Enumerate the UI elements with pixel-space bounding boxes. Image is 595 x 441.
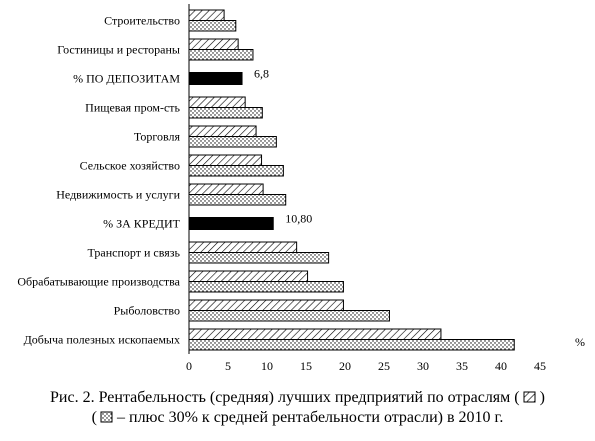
bar-hatch [188,9,225,21]
category-label: Сельское хозяйство [80,159,180,173]
category-label: Обрабатывающие производства [17,275,180,289]
bar-dots [188,252,330,264]
caption-text-2: – плюс 30% к средней рентабельности отра… [117,409,504,426]
category-labels: Строительство Гостиницы и рестораны % ПО Д… [17,14,180,347]
bar-hatch [188,270,309,282]
bar-hatch [188,96,246,108]
caption-text-1-end: ) [539,389,545,406]
dots-legend-icon [100,411,113,423]
x-tick-label: 35 [456,359,468,373]
x-axis-unit-label: % [575,335,585,349]
data-label: 6,8 [254,67,269,81]
bar-hatch [188,299,344,311]
x-tick-label: 0 [186,359,192,373]
bar-solid [188,217,274,230]
bar-chart: Строительство Гостиницы и рестораны % ПО Д… [17,4,585,373]
category-label: Строительство [104,14,180,28]
x-tick-label: 5 [225,359,231,373]
category-label: Транспорт и связь [88,246,181,260]
category-label: % ЗА КРЕДИТ [103,217,181,231]
x-tick-label: 45 [534,359,546,373]
hatch-legend-icon [523,391,536,403]
bar-dots [188,194,287,206]
x-tick-label: 40 [495,359,507,373]
bar-hatch [188,154,263,166]
category-label: Рыболовство [114,304,180,318]
figure-caption: Рис. 2. Рентабельность (средняя) лучших … [0,388,595,428]
bar-solid [188,72,243,85]
category-label: Добыча полезных ископаемых [24,333,180,347]
bar-dots [188,20,237,32]
caption-text-1: Рис. 2. Рентабельность (средняя) лучших … [50,389,520,406]
bar-dots [188,281,344,293]
category-label: Недвижимость и услуги [56,188,180,202]
x-tick-label: 15 [300,359,312,373]
x-tick-label: 20 [339,359,351,373]
bars [188,9,515,351]
caption-text-2-start: ( [91,409,97,426]
bar-dots [188,310,390,322]
x-tick-label: 10 [261,359,273,373]
bar-dots [188,107,263,119]
caption-line-1: Рис. 2. Рентабельность (средняя) лучших … [0,388,595,408]
category-label: Пищевая пром-сть [85,101,180,115]
category-label: Торговля [134,130,181,144]
data-labels: 6,8 10,80 [254,67,312,226]
x-axis-ticks: 0 5 10 15 20 25 30 35 40 45 [186,359,546,373]
bar-dots [188,339,515,351]
bar-hatch [188,241,298,253]
bar-hatch [188,328,442,340]
x-tick-label: 30 [417,359,429,373]
bar-dots [188,136,277,148]
caption-line-2: ( – плюс 30% к средней рентабельности отр… [0,408,595,428]
bar-hatch [188,125,257,137]
category-label: Гостиницы и рестораны [57,43,180,57]
bar-dots [188,165,284,177]
x-tick-label: 25 [378,359,390,373]
category-label: % ПО ДЕПОЗИТАМ [73,72,180,86]
bar-hatch [188,38,239,50]
bar-dots [188,49,254,61]
data-label: 10,80 [285,212,312,226]
bar-hatch [188,183,264,195]
